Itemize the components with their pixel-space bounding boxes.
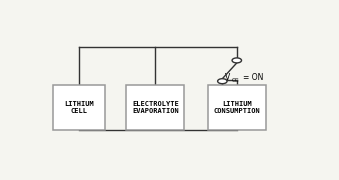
Text: V: V	[225, 73, 230, 82]
Text: LITHIUM
CONSUMPTION: LITHIUM CONSUMPTION	[214, 101, 260, 114]
Circle shape	[232, 58, 241, 63]
Text: ELECTROLYTE
EVAPORATION: ELECTROLYTE EVAPORATION	[132, 101, 179, 114]
FancyBboxPatch shape	[126, 85, 184, 130]
FancyBboxPatch shape	[208, 85, 266, 130]
Text: = ON: = ON	[243, 73, 263, 82]
Text: CC: CC	[232, 78, 239, 83]
Circle shape	[218, 79, 227, 84]
FancyBboxPatch shape	[53, 85, 105, 130]
Text: LITHIUM
CELL: LITHIUM CELL	[64, 101, 94, 114]
